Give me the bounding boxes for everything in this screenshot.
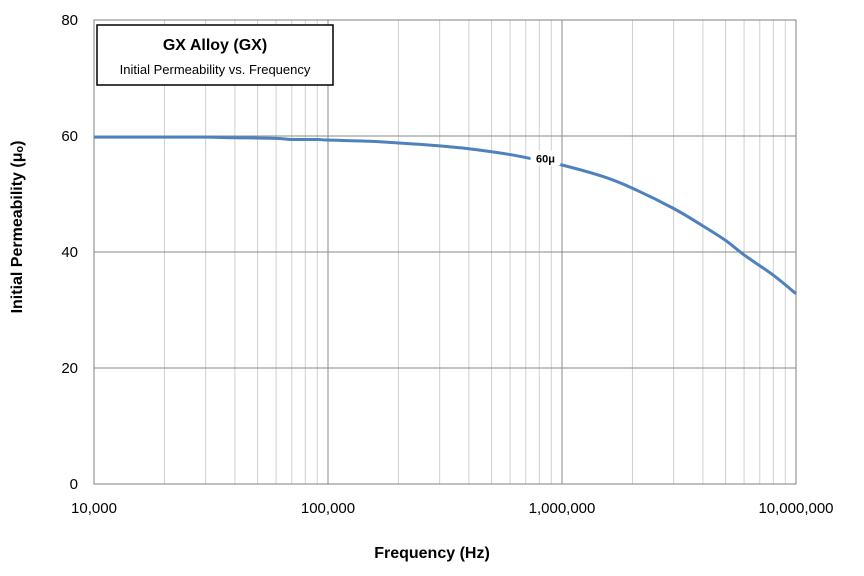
y-tick-label: 20 — [61, 360, 78, 377]
y-axis-title: Initial Permeability (μₒ) — [9, 141, 26, 314]
x-axis-title: Frequency (Hz) — [374, 545, 490, 562]
series-group: 60μ — [94, 135, 797, 295]
title-box: GX Alloy (GX) Initial Permeability vs. F… — [96, 24, 334, 86]
x-tick-label: 100,000 — [301, 500, 355, 517]
x-axis-ticks: 10,000 100,000 1,000,000 10,000,000 — [71, 500, 833, 517]
x-tick-label: 1,000,000 — [529, 500, 596, 517]
series-label: 60μ — [536, 154, 555, 166]
x-tick-label: 10,000 — [71, 500, 117, 517]
y-tick-label: 60 — [61, 128, 78, 145]
y-axis-ticks: 0 20 40 60 80 — [61, 12, 78, 493]
x-tick-label: 10,000,000 — [758, 500, 833, 517]
series-label-background — [530, 150, 561, 166]
y-tick-label: 0 — [70, 476, 78, 493]
y-tick-label: 80 — [61, 12, 78, 29]
chart-subtitle: Initial Permeability vs. Frequency — [120, 62, 311, 77]
chart-title: GX Alloy (GX) — [163, 37, 267, 54]
plot-area — [93, 19, 797, 485]
series-line-60u — [94, 135, 797, 295]
y-tick-label: 40 — [61, 244, 78, 261]
major-gridlines — [93, 19, 797, 485]
